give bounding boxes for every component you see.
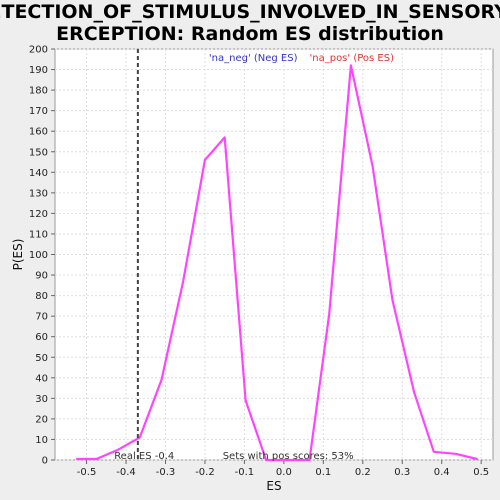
x-tick-label: 0.4 [434,467,450,478]
chart-title-line-1: DETECTION_OF_STIMULUS_INVOLVED_IN_SENSOR… [0,1,500,23]
distribution-point [454,453,457,455]
x-tick-label: 0.0 [276,467,292,478]
distribution-point [182,280,185,283]
y-axis: 0 10 20 30 40 50 60 70 80 90 100 110 120 130 140 150 160… [29,45,55,467]
y-tick-label: 40 [35,373,48,384]
y-tick-label: 160 [29,127,48,138]
x-tick-label: -0.1 [235,467,255,478]
distribution-point [350,64,352,67]
y-tick-label: 0 [42,456,48,467]
x-tick-label: -0.5 [77,467,97,478]
distribution-line [76,64,478,462]
distribution-point [265,459,267,461]
chart-title-line-2: ERCEPTION: Random ES distribution [56,23,444,45]
y-tick-label: 130 [29,188,48,199]
distribution-point [283,459,285,461]
y-tick-label: 110 [29,229,48,240]
y-tick-label: 90 [35,271,48,282]
distribution-point [139,436,141,439]
distribution-point [328,313,331,315]
y-tick-label: 170 [29,106,48,117]
x-tick-label: 0.3 [394,467,410,478]
distribution-point [223,136,226,139]
y-tick-label: 200 [29,45,48,56]
y-axis-label: P(ES) [11,239,25,271]
distribution-point [308,459,311,461]
distribution-point [204,159,206,161]
x-tick-label: -0.2 [195,467,215,478]
legend-neg-es: 'na_neg' (Neg ES) [209,53,298,64]
grid [55,48,493,461]
x-tick-label: -0.3 [156,467,176,478]
y-tick-label: 190 [29,65,48,76]
y-tick-label: 150 [29,147,48,158]
distribution-point [413,391,415,393]
distribution-point [160,379,163,381]
distribution-point [75,458,78,460]
y-tick-label: 180 [29,86,48,97]
distribution-point [95,458,98,460]
distribution-point [391,298,394,301]
x-tick-label: 0.2 [355,467,371,478]
y-tick-label: 80 [35,291,48,302]
y-tick-label: 70 [35,312,48,323]
sets-pos-annotation: Sets with pos scores: 53% [223,451,354,462]
y-tick-label: 100 [29,250,48,261]
real-es-annotation: Real ES -0.4 [114,451,174,462]
legend-pos-es: 'na_pos' (Pos ES) [310,53,395,64]
x-tick-label: -0.4 [116,467,136,478]
distribution-point [476,458,479,460]
y-tick-label: 30 [35,394,48,405]
y-tick-label: 120 [29,209,48,220]
x-tick-label: 0.5 [473,467,489,478]
distribution-point [244,399,247,402]
x-axis: -0.5 -0.4 -0.3 -0.2 -0.1 0.0 0.1 0.2 0.3 0.4 0.5 [77,460,489,478]
x-axis-label: ES [266,479,281,493]
distribution-point [117,448,119,451]
y-tick-label: 140 [29,168,48,179]
distribution-point [433,450,435,453]
distribution-point [371,165,374,167]
x-tick-label: 0.1 [315,467,331,478]
series-layer [75,64,479,462]
y-tick-label: 60 [35,332,48,343]
y-tick-label: 10 [35,435,48,446]
y-tick-label: 50 [35,353,48,364]
y-tick-label: 20 [35,414,48,425]
